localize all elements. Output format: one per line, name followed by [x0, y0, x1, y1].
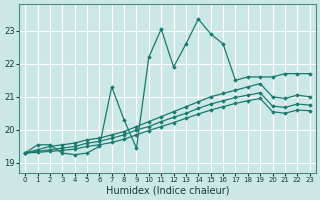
X-axis label: Humidex (Indice chaleur): Humidex (Indice chaleur)	[106, 186, 229, 196]
